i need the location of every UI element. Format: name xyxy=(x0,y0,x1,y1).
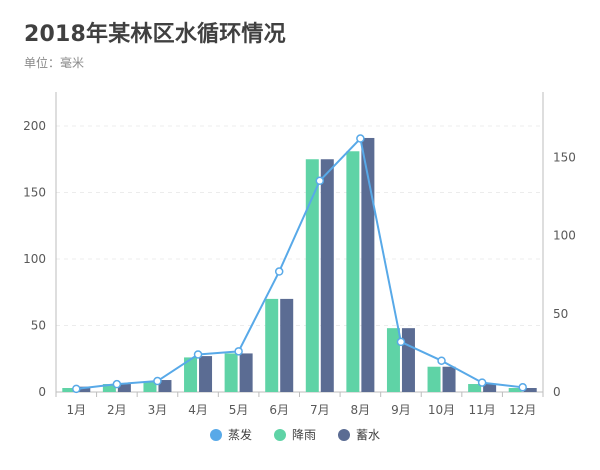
storage-bar xyxy=(442,366,456,392)
storage-bar xyxy=(523,388,537,392)
rainfall-bar xyxy=(62,388,76,392)
storage-bar xyxy=(361,137,375,392)
rainfall-bar xyxy=(468,384,482,392)
evaporation-point xyxy=(477,378,487,387)
y-right-tick-label: 50 xyxy=(553,307,568,321)
legend-rainfall-marker xyxy=(274,429,286,441)
legend-storage-marker xyxy=(338,429,350,441)
evaporation-point xyxy=(193,350,203,359)
x-tick-label: 10月 xyxy=(428,403,455,417)
storage-bar xyxy=(320,159,334,392)
evaporation-point xyxy=(112,379,122,389)
x-tick-label: 7月 xyxy=(310,403,330,417)
evaporation-point xyxy=(234,347,243,356)
storage-bar xyxy=(401,328,415,392)
storage-bar xyxy=(483,384,497,392)
rainfall-bar xyxy=(508,388,522,392)
x-tick-label: 1月 xyxy=(66,403,86,417)
chart-title: 2018年某林区水循环情况 xyxy=(24,22,286,47)
rainfall-bar xyxy=(346,151,360,392)
x-tick-label: 9月 xyxy=(391,403,411,417)
evaporation-point xyxy=(153,376,162,386)
evaporation-point xyxy=(518,383,527,392)
bars-layer xyxy=(62,137,537,392)
axis-layer xyxy=(55,92,544,397)
x-tick-label: 4月 xyxy=(188,403,208,417)
evaporation-point xyxy=(72,384,81,394)
evaporation-point xyxy=(396,337,406,347)
storage-bar xyxy=(158,380,172,392)
storage-bar xyxy=(239,353,253,392)
labels-layer: 0 50 100 150 200 0 50 100 150 1月 2月 3月 4月 5月 6月 7月 8月 9月 1… xyxy=(23,119,576,417)
y-left-tick-label: 200 xyxy=(23,119,46,133)
rainfall-bar xyxy=(184,357,198,392)
legend-evaporation-label: 蒸发 xyxy=(228,427,252,442)
y-left-tick-label: 50 xyxy=(31,319,46,333)
x-tick-label: 6月 xyxy=(269,403,289,417)
rainfall-bar xyxy=(143,381,157,392)
x-tick-label: 5月 xyxy=(229,403,249,417)
y-right-tick-label: 0 xyxy=(553,385,561,399)
rainfall-bar xyxy=(427,366,441,392)
x-tick-label: 3月 xyxy=(148,403,168,417)
rainfall-bar xyxy=(305,159,319,392)
storage-bar xyxy=(199,356,213,392)
evaporation-point xyxy=(274,267,284,276)
y-left-tick-label: 100 xyxy=(23,252,46,266)
storage-bar xyxy=(117,384,131,392)
rainfall-bar xyxy=(265,298,279,392)
y-right-tick-label: 100 xyxy=(553,229,576,243)
storage-bar xyxy=(77,386,91,392)
evaporation-point xyxy=(315,176,325,186)
y-right-tick-label: 150 xyxy=(553,150,576,164)
rainfall-bar xyxy=(102,384,116,392)
legend-evaporation-marker xyxy=(210,429,222,441)
rainfall-bar xyxy=(224,353,238,392)
evaporation-line xyxy=(75,137,524,390)
y-left-tick-label: 150 xyxy=(23,186,46,200)
x-tick-label: 12月 xyxy=(509,403,536,417)
legend: 蒸发 降雨 蓄水 xyxy=(210,427,380,442)
x-tick-label: 2月 xyxy=(107,403,127,417)
legend-storage-label: 蓄水 xyxy=(356,428,380,442)
x-tick-label: 8月 xyxy=(351,403,371,417)
legend-rainfall-label: 降雨 xyxy=(292,428,316,442)
y-left-tick-label: 0 xyxy=(38,385,46,399)
line-layer xyxy=(72,134,527,394)
x-tick-label: 11月 xyxy=(468,403,495,417)
storage-bar xyxy=(280,298,294,392)
chart-subtitle: 单位：毫米 xyxy=(24,56,85,70)
grid-layer xyxy=(56,125,543,326)
evaporation-point xyxy=(356,134,365,143)
rainfall-bar xyxy=(386,328,400,392)
evaporation-point xyxy=(437,356,446,365)
